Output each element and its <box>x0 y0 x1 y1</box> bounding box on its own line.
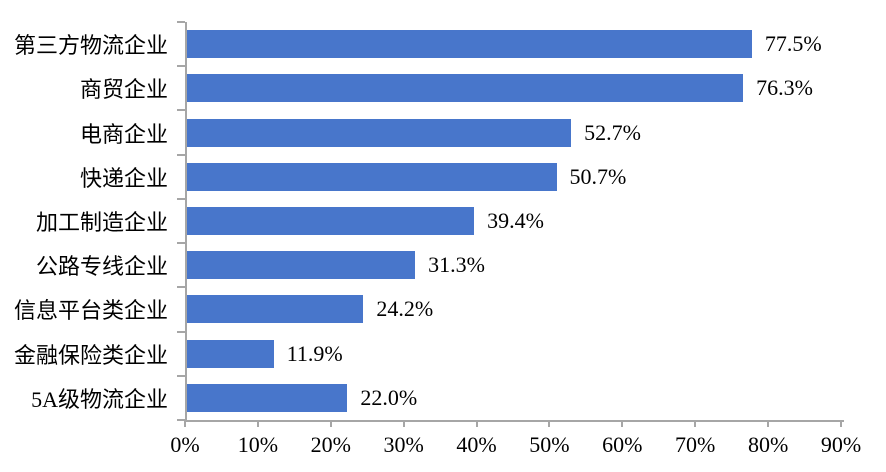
x-axis-tick <box>548 420 551 427</box>
y-axis-tick <box>177 65 185 68</box>
value-label: 31.3% <box>428 252 485 278</box>
bar <box>187 162 557 191</box>
x-axis-tick <box>402 420 405 427</box>
x-axis-tick <box>256 420 259 427</box>
category-label: 5A级物流企业 <box>31 386 168 412</box>
x-axis-tick <box>475 420 478 427</box>
bar <box>187 30 752 59</box>
x-tick-label: 70% <box>675 432 716 457</box>
y-axis-tick <box>177 242 185 245</box>
y-axis-tick <box>177 330 185 333</box>
y-axis-tick <box>177 286 185 289</box>
bar <box>187 295 364 324</box>
y-axis-tick <box>177 197 185 200</box>
x-tick-label: 0% <box>170 432 200 457</box>
bar <box>187 118 572 147</box>
x-axis-tick <box>840 420 842 427</box>
category-label: 快递企业 <box>79 165 168 191</box>
y-axis-tick <box>177 21 185 23</box>
category-label: 电商企业 <box>79 121 168 147</box>
value-label: 22.0% <box>360 384 418 410</box>
y-axis-tick <box>177 374 185 377</box>
x-tick-label: 40% <box>456 432 497 457</box>
category-label: 公路专线企业 <box>35 254 168 280</box>
category-label: 商贸企业 <box>79 77 168 103</box>
y-axis-tick <box>177 419 185 421</box>
x-tick-label: 60% <box>602 432 643 457</box>
x-axis-tick <box>767 420 770 427</box>
x-axis-line <box>185 420 844 422</box>
value-label: 76.3% <box>756 75 813 101</box>
x-tick-label: 10% <box>237 432 279 457</box>
category-label: 第三方物流企业 <box>13 33 168 59</box>
bar <box>187 383 348 412</box>
category-label: 加工制造企业 <box>35 209 168 235</box>
x-axis-tick <box>621 420 624 427</box>
y-axis-line <box>185 22 187 420</box>
x-axis-tick <box>694 420 697 427</box>
x-axis-tick <box>184 420 186 427</box>
x-tick-label: 80% <box>747 432 789 457</box>
x-tick-label: 20% <box>310 432 351 457</box>
value-label: 77.5% <box>764 31 822 57</box>
x-tick-label: 30% <box>383 432 424 457</box>
value-label: 11.9% <box>286 340 343 366</box>
bar <box>187 207 475 235</box>
value-label: 50.7% <box>569 163 627 189</box>
y-axis-tick <box>177 153 185 156</box>
value-label: 52.7% <box>584 119 641 145</box>
bar <box>187 74 744 103</box>
x-tick-label: 50% <box>529 432 570 457</box>
value-label: 24.2% <box>376 296 434 322</box>
x-tick-label: 90% <box>820 432 862 457</box>
bar <box>187 251 416 280</box>
category-label: 信息平台类企业 <box>13 298 168 324</box>
bar <box>187 339 274 368</box>
y-axis-tick <box>177 109 185 112</box>
x-axis-tick <box>329 420 332 427</box>
value-label: 39.4% <box>487 207 544 233</box>
category-label: 金融保险类企业 <box>13 342 168 368</box>
